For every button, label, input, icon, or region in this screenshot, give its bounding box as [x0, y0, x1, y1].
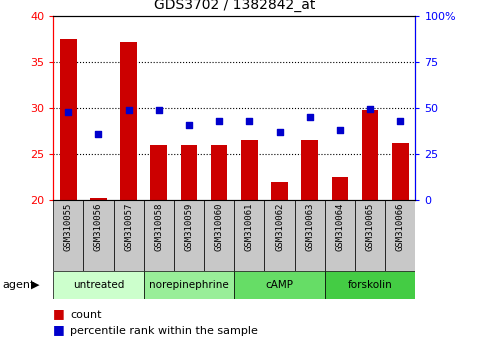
Point	[276, 129, 284, 135]
Text: count: count	[70, 310, 101, 320]
Bar	[332, 177, 348, 200]
Point	[397, 118, 404, 124]
Bar	[204, 200, 234, 271]
Bar	[60, 39, 76, 200]
Bar	[84, 200, 114, 271]
Point	[64, 109, 72, 114]
Text: GSM310060: GSM310060	[214, 202, 224, 251]
Text: forskolin: forskolin	[348, 280, 393, 290]
Bar	[385, 200, 415, 271]
Bar	[53, 271, 144, 299]
Text: GSM310056: GSM310056	[94, 202, 103, 251]
Text: GSM310059: GSM310059	[185, 202, 194, 251]
Bar	[144, 271, 234, 299]
Bar	[301, 140, 318, 200]
Point	[155, 107, 163, 113]
Text: cAMP: cAMP	[266, 280, 294, 290]
Text: GSM310063: GSM310063	[305, 202, 314, 251]
Bar	[295, 200, 325, 271]
Text: GSM310055: GSM310055	[64, 202, 73, 251]
Point	[125, 107, 132, 113]
Bar	[120, 42, 137, 200]
Point	[215, 118, 223, 124]
Bar	[355, 200, 385, 271]
Title: GDS3702 / 1382842_at: GDS3702 / 1382842_at	[154, 0, 315, 12]
Bar	[234, 200, 265, 271]
Bar	[90, 198, 107, 200]
Text: GSM310065: GSM310065	[366, 202, 375, 251]
Text: percentile rank within the sample: percentile rank within the sample	[70, 326, 258, 336]
Bar	[234, 271, 325, 299]
Point	[245, 118, 253, 124]
Text: GSM310058: GSM310058	[154, 202, 163, 251]
Bar	[211, 145, 227, 200]
Bar	[362, 110, 378, 200]
Bar	[114, 200, 144, 271]
Text: ▶: ▶	[31, 280, 40, 290]
Bar	[181, 145, 197, 200]
Bar	[325, 200, 355, 271]
Bar	[325, 271, 415, 299]
Point	[185, 122, 193, 127]
Text: agent: agent	[2, 280, 35, 290]
Bar	[144, 200, 174, 271]
Point	[366, 106, 374, 112]
Text: norepinephrine: norepinephrine	[149, 280, 229, 290]
Text: GSM310061: GSM310061	[245, 202, 254, 251]
Text: untreated: untreated	[73, 280, 124, 290]
Text: ■: ■	[53, 307, 65, 320]
Bar	[271, 182, 288, 200]
Bar	[392, 143, 409, 200]
Bar	[265, 200, 295, 271]
Bar	[53, 200, 84, 271]
Text: GSM310062: GSM310062	[275, 202, 284, 251]
Text: ■: ■	[53, 323, 65, 336]
Bar	[174, 200, 204, 271]
Text: GSM310064: GSM310064	[335, 202, 344, 251]
Bar	[241, 140, 257, 200]
Point	[95, 131, 102, 137]
Bar	[151, 145, 167, 200]
Point	[336, 127, 344, 133]
Text: GSM310066: GSM310066	[396, 202, 405, 251]
Text: GSM310057: GSM310057	[124, 202, 133, 251]
Point	[306, 114, 313, 120]
